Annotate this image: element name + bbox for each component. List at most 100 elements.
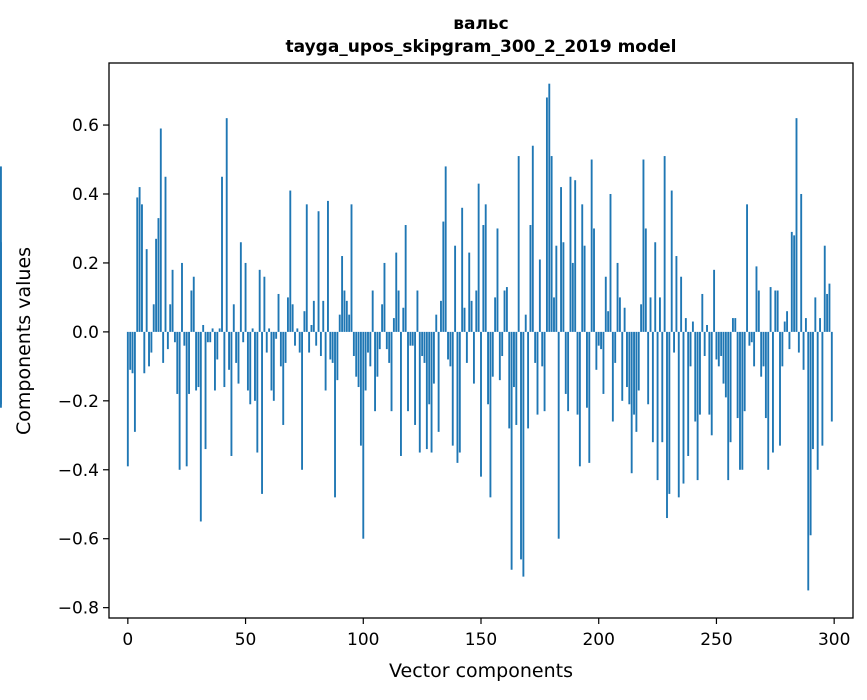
y-axis-ticks: −0.8 −0.6 −0.4 −0.2 0.0 0.2 0.4 0.6 (58, 116, 109, 619)
bar-110 (385, 331, 388, 350)
bar-108 (381, 304, 384, 332)
bar-167 (520, 331, 522, 560)
bar-210 (621, 331, 624, 401)
bar-61 (270, 331, 273, 391)
bar-144 (465, 331, 468, 363)
bar-294 (819, 318, 821, 332)
bar-288 (804, 318, 807, 332)
bar-47 (237, 331, 240, 384)
bar-22 (178, 331, 181, 470)
bar-123 (416, 290, 419, 332)
bar-159 (501, 331, 504, 357)
bar-126 (423, 331, 426, 363)
bar-38 (216, 331, 219, 360)
bar-258 (734, 318, 737, 332)
bar-125 (421, 331, 424, 357)
bar-176 (541, 331, 544, 367)
bar-15 (162, 331, 165, 363)
x-tick-label: 50 (235, 630, 257, 650)
bar-174 (536, 331, 539, 415)
y-tick-label: −0.2 (58, 392, 99, 412)
bar-50 (244, 262, 247, 332)
bar-149 (477, 183, 480, 332)
bar-128 (428, 331, 431, 405)
bar-55 (256, 331, 259, 453)
bar-14 (159, 128, 162, 332)
bar-236 (682, 331, 685, 484)
bar-267 (755, 266, 758, 332)
bar-121 (411, 331, 414, 346)
bar-277 (779, 331, 781, 446)
bar-undefined (0, 242, 2, 332)
bar-178 (545, 97, 548, 332)
bar-204 (607, 311, 610, 332)
bar-92 (343, 290, 346, 332)
bar-10 (150, 331, 153, 353)
bar-247 (708, 331, 711, 415)
bar-148 (475, 290, 478, 332)
bar-214 (630, 331, 633, 474)
bar-145 (468, 252, 471, 332)
bar-31 (199, 331, 202, 522)
bar-173 (534, 331, 537, 363)
bar-273 (769, 287, 772, 332)
bar-76 (305, 204, 308, 332)
bar-221 (647, 331, 650, 405)
bar-86 (329, 331, 332, 360)
bar-44 (230, 331, 233, 456)
x-tick-label: 0 (122, 630, 133, 650)
x-tick-label: 100 (347, 630, 379, 650)
bar-71 (294, 331, 296, 346)
bar-177 (543, 331, 546, 412)
bar-154 (489, 331, 492, 498)
x-tick-label: 250 (700, 630, 732, 650)
bar-278 (781, 331, 784, 367)
bar-175 (538, 259, 541, 332)
bar-52 (249, 331, 252, 405)
bar-98 (357, 331, 360, 388)
bar-84 (324, 331, 327, 391)
bar-39 (218, 328, 221, 332)
bar-237 (684, 318, 687, 332)
bar-286 (800, 193, 803, 332)
bar-262 (743, 331, 746, 412)
bar-153 (487, 331, 489, 405)
bar-271 (764, 331, 767, 419)
bar-171 (529, 225, 532, 332)
x-tick-label: 150 (465, 630, 497, 650)
bar-79 (312, 300, 315, 332)
bar-56 (258, 269, 261, 332)
bar-190 (574, 180, 577, 332)
bar-28 (192, 276, 195, 332)
bar-248 (710, 331, 713, 436)
bar-122 (414, 331, 417, 425)
bar-281 (788, 331, 791, 350)
bar-115 (397, 290, 400, 332)
bar-9 (148, 331, 150, 367)
bar-253 (722, 331, 725, 384)
bar-64 (277, 293, 280, 332)
x-tick-label: 300 (818, 630, 850, 650)
bar-7 (143, 331, 146, 374)
bar-181 (553, 297, 555, 332)
bar-224 (654, 242, 657, 332)
bar-139 (454, 245, 457, 332)
bar-140 (456, 331, 459, 463)
bar-33 (204, 331, 207, 450)
x-axis-ticks: 0 50 100 150 200 250 300 (122, 618, 850, 650)
bar-57 (261, 331, 263, 494)
bar-172 (531, 145, 534, 332)
bar-150 (480, 331, 482, 477)
bar-43 (228, 331, 231, 370)
bar-70 (291, 304, 294, 332)
bar-299 (830, 331, 833, 422)
bar-239 (689, 331, 692, 367)
bar-undefined (0, 331, 2, 408)
bar-290 (809, 331, 812, 536)
bar-93 (345, 300, 348, 332)
bar-276 (776, 290, 779, 332)
bar-228 (663, 156, 666, 332)
bar-211 (623, 307, 626, 332)
bar-241 (694, 331, 697, 422)
